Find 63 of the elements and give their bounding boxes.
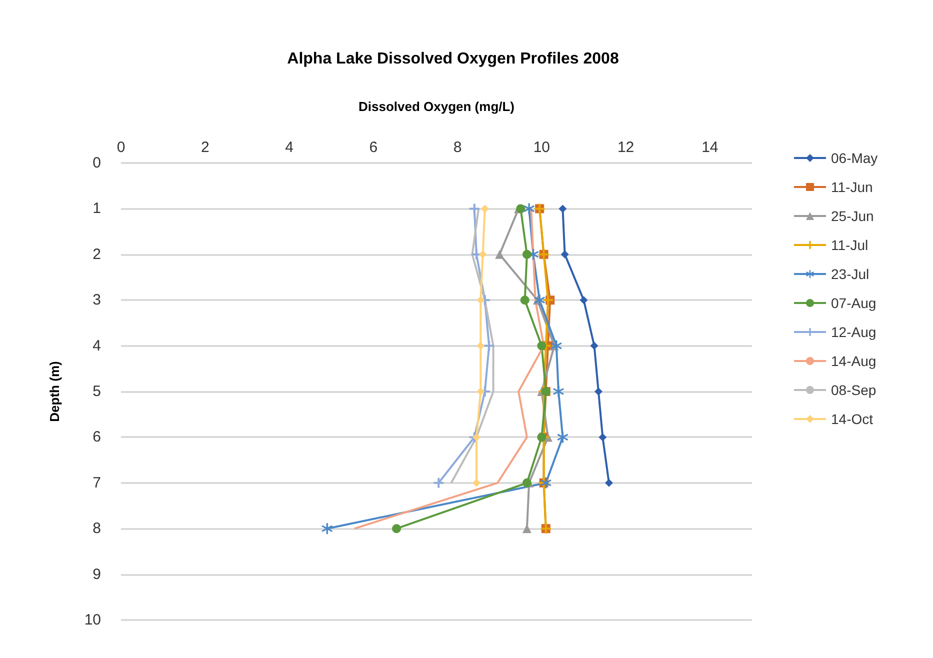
point — [522, 250, 532, 259]
y-tick-label: 8 — [92, 520, 101, 538]
legend-label: 25-Jun — [831, 208, 874, 224]
x-axis-title: Dissolved Oxygen (mg/L) — [358, 99, 515, 114]
y-tick-label: 9 — [92, 566, 101, 583]
y-axis-title: Depth (m) — [47, 361, 62, 422]
y-tick-label: 1 — [92, 200, 101, 218]
point — [542, 295, 553, 306]
point — [580, 296, 588, 304]
y-tick-label: 3 — [92, 292, 101, 309]
point — [476, 342, 485, 350]
legend-label: 08-Sep — [831, 382, 876, 398]
point — [476, 296, 485, 304]
point — [469, 204, 480, 214]
point — [534, 294, 546, 306]
point — [480, 204, 489, 213]
point — [520, 296, 530, 305]
y-tick-label: 2 — [92, 246, 101, 263]
point — [557, 432, 568, 443]
point — [478, 250, 487, 258]
point — [495, 250, 504, 259]
chart-title: Alpha Lake Dissolved Oxygen Profiles 2008 — [287, 50, 619, 68]
legend-label: 07-Aug — [831, 295, 876, 311]
y-tick-label: 7 — [92, 474, 101, 492]
legend-label: 14-Oct — [831, 411, 874, 427]
point — [472, 478, 480, 487]
point — [537, 341, 546, 350]
y-tick-label: 4 — [92, 337, 101, 354]
legend-label: 11-Jul — [831, 237, 868, 253]
legend-label: 11-Jun — [831, 179, 873, 195]
y-tick-label: 6 — [92, 428, 101, 446]
legend-label: 12-Aug — [831, 324, 876, 340]
point — [590, 342, 598, 350]
legend-label: 14-Aug — [831, 353, 876, 369]
legend-label: 06-May — [831, 150, 878, 166]
point — [594, 388, 602, 396]
point — [550, 340, 562, 352]
y-tick-label: 5 — [92, 383, 101, 400]
point — [522, 478, 532, 488]
point — [560, 250, 569, 258]
point — [604, 478, 613, 487]
x-tick-label: 6 — [369, 139, 378, 156]
point — [472, 433, 480, 442]
point — [558, 204, 567, 213]
y-tick-label: 0 — [92, 154, 101, 172]
x-tick-label: 0 — [116, 139, 126, 156]
point — [540, 477, 552, 488]
point — [322, 523, 333, 534]
legend-label: 23-Jul — [831, 266, 870, 282]
x-tick-label: 12 — [617, 139, 634, 156]
point — [484, 340, 494, 351]
point — [552, 386, 564, 397]
x-tick-label: 2 — [200, 139, 210, 156]
x-tick-label: 10 — [533, 139, 550, 156]
point — [598, 433, 607, 442]
x-tick-label: 14 — [702, 139, 718, 156]
point — [476, 388, 485, 396]
y-tick-label: 10 — [84, 612, 101, 628]
x-tick-label: 8 — [453, 139, 462, 156]
point — [524, 203, 535, 214]
point — [434, 478, 444, 488]
x-tick-label: 4 — [285, 139, 294, 156]
point — [392, 524, 402, 534]
